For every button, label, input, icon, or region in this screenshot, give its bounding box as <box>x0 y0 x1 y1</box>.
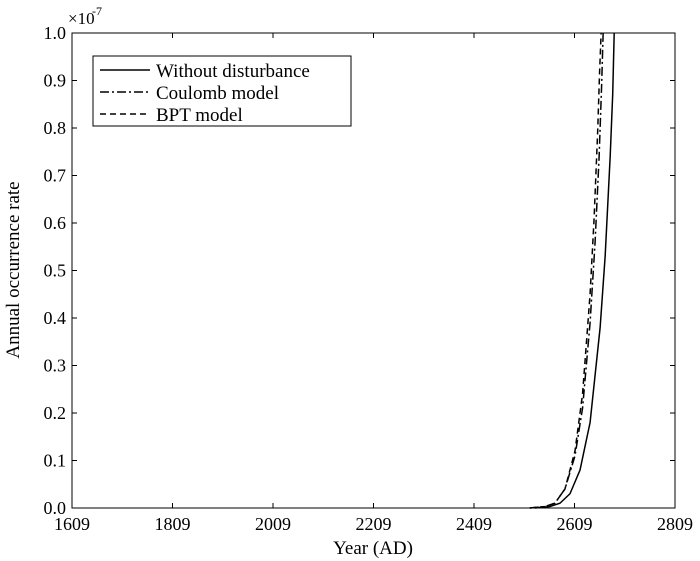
y-tick-label: 0.5 <box>44 261 67 281</box>
x-tick-label: 1609 <box>54 514 90 534</box>
y-tick-label: 0.1 <box>44 451 67 471</box>
y-tick-label: 1.0 <box>44 23 67 43</box>
y-tick-label: 0.6 <box>44 213 67 233</box>
x-tick-label: 2009 <box>255 514 291 534</box>
y-tick-label: 0.2 <box>44 403 67 423</box>
y-tick-label: 0.9 <box>44 71 67 91</box>
legend-label-bpt-model: BPT model <box>156 105 243 126</box>
x-tick-label: 2809 <box>657 514 693 534</box>
x-tick-label: 1809 <box>155 514 191 534</box>
legend-label-without-disturbance: Without disturbance <box>156 61 310 82</box>
x-axis-label: Year (AD) <box>333 538 413 559</box>
x-tick-label: 2409 <box>456 514 492 534</box>
x-tick-label: 2609 <box>557 514 593 534</box>
y-tick-label: 0.3 <box>44 356 67 376</box>
y-tick-label: 0.8 <box>44 118 67 138</box>
series-group <box>529 32 615 509</box>
legend: Without disturbance Coulomb model BPT mo… <box>92 55 352 127</box>
series-line-without-disturbance <box>534 32 615 509</box>
legend-label-coulomb-model: Coulomb model <box>156 83 279 104</box>
y-exponent: -7 <box>92 4 102 18</box>
series-line-bpt-model <box>529 32 602 509</box>
y-tick-label: 0.0 <box>44 498 67 518</box>
y-axis-label: Annual occurrence rate <box>3 181 24 358</box>
axis-ticks <box>71 32 676 509</box>
x-tick-label: 2209 <box>356 514 392 534</box>
y-multiplier: ×10 <box>68 9 95 28</box>
y-tick-label: 0.4 <box>44 308 67 328</box>
tick-labels: 1609 1809 2009 2209 2409 2609 2809 0.0 0.1 0.2 0.3… <box>44 23 694 534</box>
y-tick-label: 0.7 <box>44 166 67 186</box>
